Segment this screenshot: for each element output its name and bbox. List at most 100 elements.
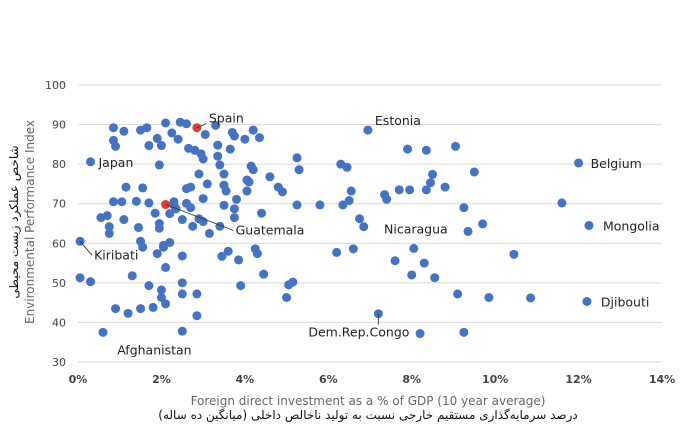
y-axis-title-persian: شاخص عملکرد زیست محیطی xyxy=(7,145,22,298)
data-point xyxy=(117,197,127,207)
data-point xyxy=(248,165,258,175)
data-point xyxy=(415,329,425,339)
data-point xyxy=(244,177,254,187)
data-point xyxy=(177,215,187,225)
data-point xyxy=(254,133,264,143)
y-tick-label: 70 xyxy=(52,198,66,211)
data-point xyxy=(148,302,158,312)
annotation-leaders xyxy=(79,123,379,325)
data-point xyxy=(204,228,214,238)
data-point xyxy=(348,244,358,254)
data-point xyxy=(394,185,404,195)
data-point xyxy=(133,222,143,232)
data-point xyxy=(478,219,488,229)
data-point xyxy=(219,169,229,179)
data-point xyxy=(136,304,146,314)
data-point xyxy=(288,277,298,287)
data-point xyxy=(403,144,413,154)
data-point xyxy=(344,196,354,206)
data-point xyxy=(213,151,223,161)
y-tick-label: 90 xyxy=(52,119,66,132)
annotations: Spain Estonia Japan Belgium Guatemala Nicarag… xyxy=(94,111,659,358)
highlighted-point xyxy=(192,123,202,133)
data-point xyxy=(359,222,369,232)
data-point xyxy=(186,182,196,192)
data-point xyxy=(332,247,342,257)
data-point xyxy=(217,251,227,261)
data-point xyxy=(229,213,239,223)
data-point xyxy=(277,187,287,197)
x-tick-label: 10% xyxy=(482,373,508,386)
data-point xyxy=(144,141,154,151)
annotation-label: Nicaragua xyxy=(384,222,448,237)
data-point xyxy=(152,133,162,143)
data-point xyxy=(211,120,221,130)
x-axis-ticks: 0% 2% 4% 6% 8% 10% 12% 14% xyxy=(69,373,676,386)
x-tick-label: 8% xyxy=(402,373,421,386)
data-point xyxy=(177,278,187,288)
data-point xyxy=(154,223,164,233)
data-point xyxy=(161,262,171,272)
data-point xyxy=(161,118,171,128)
data-point xyxy=(75,273,85,283)
annotation-label: Estonia xyxy=(375,113,421,128)
annotation-label: Dem.Rep.Congo xyxy=(308,325,409,340)
data-point xyxy=(202,179,212,189)
data-point xyxy=(177,326,187,336)
x-tick-label: 6% xyxy=(319,373,338,386)
annotation-leader-line xyxy=(79,241,93,256)
data-point xyxy=(219,200,229,210)
annotation-leader-line xyxy=(165,204,234,231)
data-point xyxy=(138,242,148,252)
data-point xyxy=(173,134,183,144)
x-axis-title: Foreign direct investment as a % of GDP … xyxy=(191,394,546,408)
data-point xyxy=(430,273,440,283)
y-tick-label: 50 xyxy=(52,277,66,290)
data-point xyxy=(355,214,365,224)
data-point xyxy=(121,182,131,192)
annotation-label: Mongolia xyxy=(603,218,660,233)
data-point xyxy=(144,281,154,291)
data-point xyxy=(526,293,536,303)
data-point xyxy=(156,141,166,151)
x-tick-label: 4% xyxy=(236,373,255,386)
annotation-label: Japan xyxy=(98,155,134,170)
y-tick-label: 30 xyxy=(52,356,66,369)
data-point xyxy=(186,203,196,213)
annotation-label: Afghanistan xyxy=(117,342,191,357)
data-point xyxy=(574,158,584,168)
data-point xyxy=(421,185,431,195)
data-point xyxy=(156,285,166,295)
data-point xyxy=(453,289,463,299)
y-axis-ticks: 30 40 50 60 70 80 90 100 xyxy=(45,79,66,369)
data-point xyxy=(111,141,121,151)
data-point xyxy=(292,200,302,210)
x-tick-label: 12% xyxy=(565,373,591,386)
data-point xyxy=(390,256,400,266)
data-point xyxy=(108,123,118,133)
data-point xyxy=(154,160,164,170)
data-point xyxy=(198,217,208,227)
data-point xyxy=(225,144,235,154)
data-point xyxy=(252,249,262,259)
data-point xyxy=(138,183,148,193)
data-point xyxy=(119,126,129,136)
data-point xyxy=(159,242,169,252)
annotation-label: Belgium xyxy=(591,156,642,171)
data-point xyxy=(181,119,191,129)
data-point xyxy=(265,172,275,182)
data-point xyxy=(198,194,208,204)
data-points xyxy=(75,117,594,339)
data-point xyxy=(338,200,348,210)
y-tick-label: 80 xyxy=(52,158,66,171)
data-point xyxy=(459,327,469,337)
data-point xyxy=(582,296,592,306)
data-point xyxy=(234,255,244,265)
data-point xyxy=(248,125,258,135)
data-point xyxy=(156,292,166,302)
data-point xyxy=(459,203,469,213)
data-point xyxy=(86,277,96,287)
data-point xyxy=(405,185,415,195)
data-point xyxy=(294,165,304,175)
data-point xyxy=(108,197,118,207)
